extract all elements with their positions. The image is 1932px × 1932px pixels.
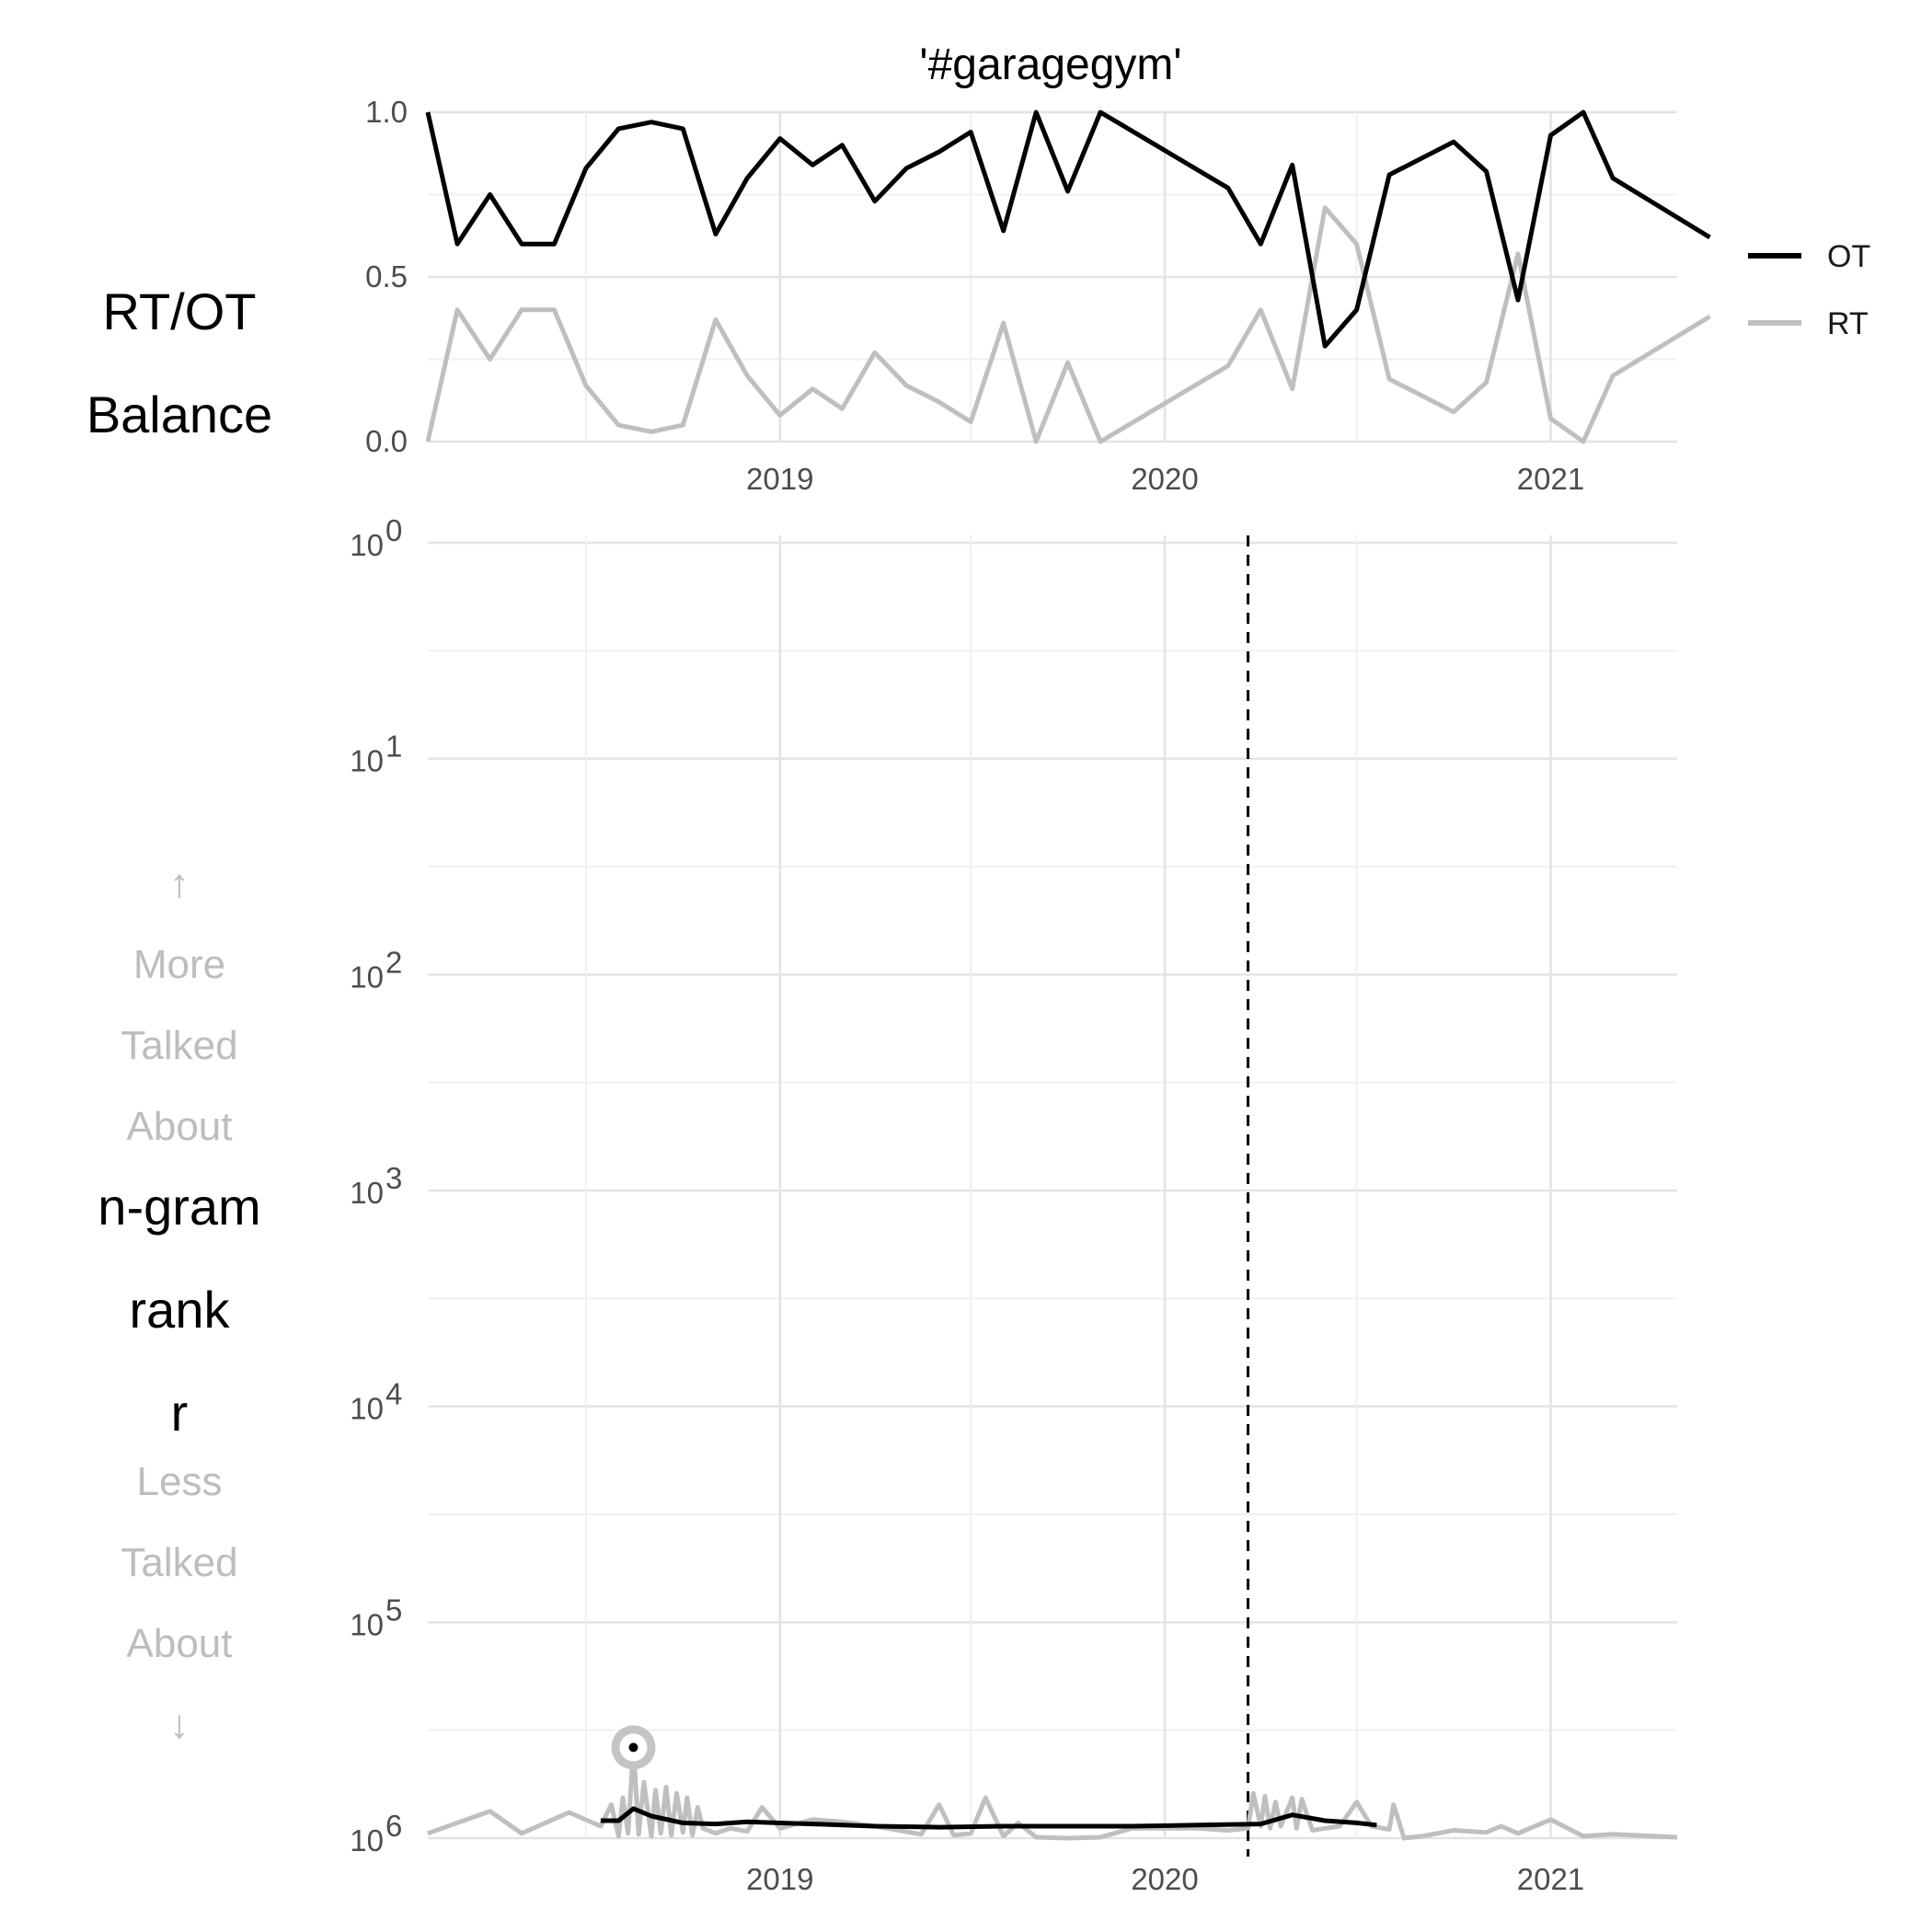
less-talked-about-annotation: Less Talked About ↓ [83,1421,276,1745]
peak-marker-dot [628,1742,638,1753]
legend-label-rt: RT [1827,306,1869,341]
top-ylabel-line-2: Balance [86,385,273,443]
bottom-x-tick-label: 2020 [1131,1862,1198,1896]
bottom-ylabel-line-2: rank [129,1281,230,1339]
bottom-ylabel-line-1: n-gram [98,1178,261,1236]
bottom-y-tick-label: 10 [350,528,384,562]
bottom-y-tick-label: 10 [350,1176,384,1210]
bottom-y-tick-exponent: 5 [385,1593,402,1627]
rt-ot-balance-panel: 0.0 0.5 1.0 2019 2020 2021 [365,95,1711,496]
bottom-x-tick-label: 2021 [1517,1862,1584,1896]
more-label: More [132,942,226,987]
top-x-tick-label: 2020 [1131,462,1198,496]
legend-label-ot: OT [1827,239,1870,274]
bottom-x-tick-label: 2019 [746,1862,813,1896]
top-y-tick-label: 0.5 [365,259,408,293]
bottom-y-tick-label: 10 [350,960,384,994]
bottom-ylabel-line-3: r [170,1384,189,1442]
bottom-y-tick-exponent: 1 [385,730,402,764]
more-talked-about-annotation: ↑ More Talked About [83,823,276,1147]
top-x-tick-label: 2019 [746,462,813,496]
top-y-tick-label: 0.0 [365,424,408,458]
legend: OT RT [1748,239,1870,341]
bottom-y-tick-label: 10 [350,1392,384,1426]
bottom-series-ot-line [600,1806,1377,1830]
bottom-y-tick-label: 10 [350,744,384,778]
about-label-bottom: About [126,1621,233,1666]
bottom-y-tick-exponent: 2 [385,945,402,979]
bottom-y-tick-label: 10 [350,1823,384,1857]
top-series-ot-line [425,109,1711,349]
bottom-y-tick-exponent: 0 [385,513,402,547]
bottom-y-tick-exponent: 3 [385,1161,402,1195]
bottom-y-tick-exponent: 4 [385,1377,402,1411]
chart-title: '#garagegym' [919,40,1181,89]
less-label: Less [136,1459,223,1504]
bottom-ylabel: n-gram rank r [37,1130,322,1439]
down-arrow-icon: ↓ [169,1702,190,1747]
talked-label-bottom: Talked [121,1540,238,1585]
talked-label-top: Talked [121,1023,238,1068]
bottom-y-tick-exponent: 6 [385,1809,402,1843]
about-label-top: About [126,1104,233,1149]
bottom-series-rt-line [427,1744,1678,1841]
top-ylabel: RT/OT Balance [37,235,322,441]
top-y-tick-label: 1.0 [365,95,408,129]
bottom-y-tick-label: 10 [350,1607,384,1641]
top-ylabel-line-1: RT/OT [102,282,257,340]
up-arrow-icon: ↑ [169,861,190,906]
top-series-rt-line [425,205,1711,444]
top-x-tick-label: 2021 [1517,462,1584,496]
